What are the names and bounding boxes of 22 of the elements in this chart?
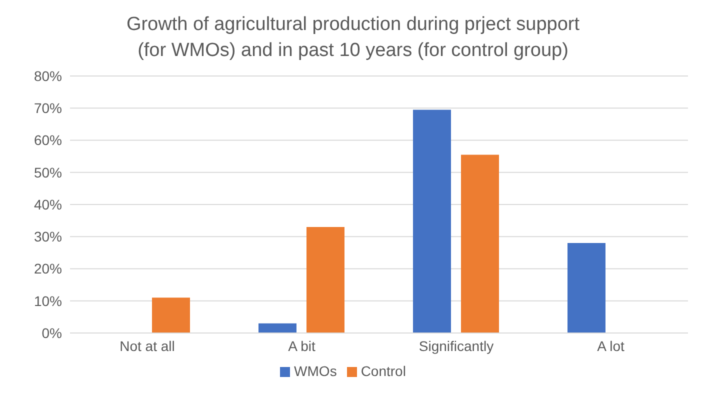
y-tick-label: 10% <box>34 292 62 309</box>
chart-title: Growth of agricultural production during prject support (for WMOs) and in past 10 years (for control group) <box>125 13 581 63</box>
y-tick-label: 40% <box>34 196 62 212</box>
y-tick-label: 70% <box>34 100 62 116</box>
x-tick-label: Significantly <box>418 338 494 354</box>
x-tick-label: A bit <box>288 338 316 354</box>
x-tick-label: A lot <box>597 338 624 354</box>
y-tick-label: 30% <box>34 228 62 245</box>
x-tick-label: Not at all <box>120 338 175 354</box>
bar <box>412 110 451 333</box>
y-tick-label: 20% <box>34 260 62 277</box>
y-tick-label: 60% <box>34 132 62 148</box>
y-tick-label: 50% <box>34 164 62 180</box>
bar <box>258 323 296 333</box>
y-tick-label: 80% <box>34 68 62 84</box>
legend-label: WMOs <box>294 363 337 379</box>
bar <box>460 154 499 333</box>
bar <box>306 226 344 333</box>
legend-label: Control <box>360 363 406 379</box>
bar <box>567 243 606 333</box>
bar <box>152 298 190 333</box>
y-tick-label: 0% <box>42 324 62 341</box>
